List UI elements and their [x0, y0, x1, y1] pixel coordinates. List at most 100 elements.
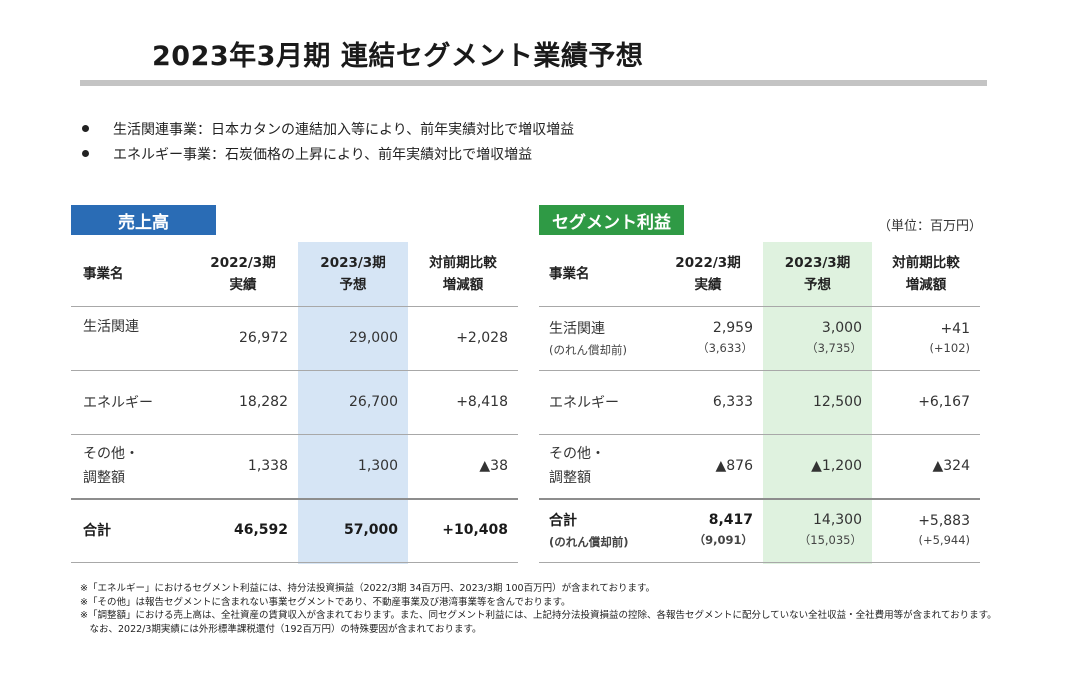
row-divider: [71, 370, 518, 371]
forecast-value: 1,300: [357, 458, 398, 474]
prev-value: 1,338: [247, 458, 288, 474]
header-diff-line1: 対前期比較: [892, 255, 960, 271]
unit-note: （単位：百万円）: [878, 219, 983, 234]
diff-value: +41 (+102): [872, 306, 970, 370]
total-forecast-main: 14,300: [813, 512, 862, 528]
header-name: 事業名: [83, 266, 124, 282]
forecast-value: ▲1,200: [811, 458, 862, 474]
title-divider: [80, 80, 987, 86]
row-name: 生活関連: [83, 319, 139, 335]
forecast-value-main: 3,000: [821, 320, 862, 336]
forecast-value: 26,700: [349, 394, 398, 410]
prev-value: ▲876: [715, 458, 754, 474]
page-title: 2023年3月期 連結セグメント業績予想: [152, 41, 644, 72]
header-forecast: 2023/3期 予想: [298, 242, 408, 306]
header-prev: 2022/3期 実績: [188, 242, 298, 306]
forecast-column-highlight: [298, 242, 408, 564]
header-prev-line1: 2022/3期: [210, 255, 276, 271]
bullet-dot-icon: [82, 125, 89, 132]
footnote: ※「エネルギー」におけるセグメント利益には、持分法投資損益（2022/3期 34…: [80, 583, 656, 594]
row-divider: [71, 562, 518, 563]
total-diff-sub: (+5,944): [918, 533, 970, 547]
header-forecast-line2: 予想: [339, 277, 367, 293]
row-name-main: 生活関連: [549, 321, 605, 337]
diff-value: ▲324: [932, 458, 971, 474]
summary-bullets: 生活関連事業：日本カタンの連結加入等により、前年実績対比で増収増益 エネルギー事…: [82, 116, 574, 166]
header-forecast-line2: 予想: [804, 277, 831, 293]
prev-value-main: 2,959: [712, 320, 753, 336]
forecast-value: 12,500: [813, 394, 862, 410]
footnote: ※「調整額」における売上高は、全社資産の賃貸収入が含まれております。また、同セグ…: [80, 610, 997, 621]
row-name-line2: 調整額: [549, 470, 591, 486]
total-forecast-value: 57,000: [343, 522, 398, 538]
diff-value-main: +41: [940, 321, 970, 337]
header-prev-line2: 実績: [694, 277, 722, 293]
header-prev: 2022/3期 実績: [653, 242, 763, 306]
total-divider: [71, 498, 518, 500]
header-diff: 対前期比較 増減額: [408, 242, 518, 306]
total-diff-main: +5,883: [918, 513, 970, 529]
bullet-text: 生活関連事業：日本カタンの連結加入等により、前年実績対比で増収増益: [113, 121, 575, 138]
diff-value-sub: (+102): [929, 341, 970, 355]
row-divider: [71, 306, 518, 307]
header-diff-line1: 対前期比較: [429, 255, 497, 271]
header-forecast-line1: 2023/3期: [320, 255, 386, 271]
sales-section-tag: 売上高: [71, 205, 216, 235]
header-diff: 対前期比較 増減額: [872, 242, 980, 306]
row-name: エネルギー: [83, 395, 153, 411]
prev-value: 6,333: [712, 394, 753, 410]
header-diff-line2: 増減額: [442, 277, 484, 293]
total-diff-value: +10,408: [442, 522, 508, 538]
header-forecast: 2023/3期 予想: [763, 242, 872, 306]
footnotes: ※「エネルギー」におけるセグメント利益には、持分法投資損益（2022/3期 34…: [80, 582, 997, 636]
row-name-sub: (のれん償却前): [549, 343, 627, 357]
header-name: 事業名: [549, 266, 590, 282]
sales-table: 事業名 2022/3期 実績 2023/3期 予想 対前期比較 増減額 生活関連…: [71, 242, 518, 564]
forecast-column-highlight: [763, 242, 872, 564]
row-divider: [539, 306, 980, 307]
prev-value: 26,972: [239, 330, 288, 346]
row-name: その他・ 調整額: [83, 434, 139, 498]
total-name: 合計 (のれん償却前): [549, 498, 629, 562]
total-divider: [539, 498, 980, 500]
row-divider: [539, 562, 980, 563]
profit-section-tag: セグメント利益: [539, 205, 684, 235]
total-name-main: 合計: [549, 513, 577, 529]
header-prev-line2: 実績: [229, 277, 257, 293]
total-name-sub: (のれん償却前): [549, 535, 629, 549]
forecast-value: 29,000: [349, 330, 398, 346]
bullet-item: エネルギー事業：石炭価格の上昇により、前年実績対比で増収増益: [82, 141, 574, 166]
prev-value-sub: （3,633）: [697, 341, 753, 355]
row-name: その他・ 調整額: [549, 434, 605, 498]
total-name: 合計: [83, 523, 111, 539]
total-forecast-sub: （15,035）: [798, 533, 862, 547]
total-prev-sub: （9,091）: [693, 533, 753, 547]
row-name-line1: その他・: [549, 446, 605, 462]
bullet-dot-icon: [82, 150, 89, 157]
prev-value: 18,282: [239, 394, 288, 410]
total-prev-value: 46,592: [233, 522, 288, 538]
forecast-value: 3,000 （3,735）: [763, 306, 862, 370]
row-divider: [539, 370, 980, 371]
footnote: なお、2022/3期実績には外形標準課税還付（192百万円）の特殊要因が含まれて…: [80, 623, 482, 635]
diff-value: +6,167: [918, 394, 970, 410]
total-diff-value: +5,883 (+5,944): [872, 498, 970, 562]
total-prev-value: 8,417 （9,091）: [653, 498, 753, 562]
header-diff-line2: 増減額: [905, 277, 947, 293]
bullet-text: エネルギー事業：石炭価格の上昇により、前年実績対比で増収増益: [113, 146, 533, 163]
bullet-item: 生活関連事業：日本カタンの連結加入等により、前年実績対比で増収増益: [82, 116, 574, 141]
diff-value: ▲38: [479, 458, 508, 474]
total-prev-main: 8,417: [708, 512, 753, 528]
row-divider: [539, 434, 980, 435]
row-divider: [71, 434, 518, 435]
footnote: ※「その他」は報告セグメントに含まれない事業セグメントであり、不動産事業及び港湾…: [80, 596, 571, 608]
forecast-value-sub: （3,735）: [806, 341, 862, 355]
total-forecast-value: 14,300 （15,035）: [763, 498, 862, 562]
row-name: エネルギー: [549, 395, 619, 411]
row-name: 生活関連 (のれん償却前): [549, 306, 627, 370]
header-forecast-line1: 2023/3期: [784, 255, 851, 271]
diff-value: +8,418: [456, 394, 508, 410]
row-name-line1: その他・: [83, 446, 139, 462]
row-name-line2: 調整額: [83, 470, 125, 486]
prev-value: 2,959 （3,633）: [653, 306, 753, 370]
